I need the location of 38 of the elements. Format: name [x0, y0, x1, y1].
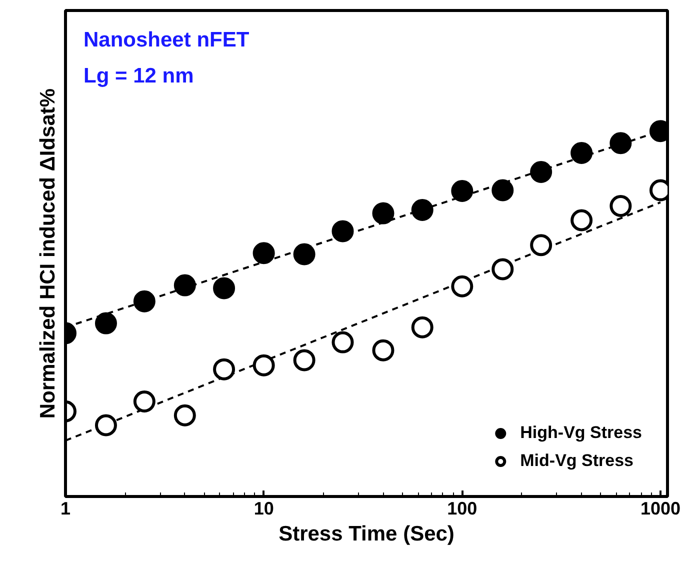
point [610, 195, 632, 217]
point [451, 180, 474, 202]
point [133, 290, 156, 312]
x-tick-label: 10 [254, 498, 274, 518]
point [213, 358, 236, 380]
point [252, 354, 275, 376]
point [530, 161, 552, 183]
point [610, 132, 632, 154]
x-tick-label: 1 [60, 498, 71, 518]
point [530, 234, 552, 256]
point [94, 312, 117, 334]
x-tick-label: 100 [447, 498, 478, 518]
text: Lg = 12 nm [84, 64, 194, 88]
point [411, 316, 434, 338]
point [252, 242, 275, 264]
point [174, 274, 196, 296]
y-axis-title: Normalized HCI induced ΔIdsat% [36, 88, 60, 419]
point [570, 142, 593, 164]
point [174, 404, 196, 426]
x-tick-label: 1000 [640, 498, 680, 518]
point [133, 390, 156, 412]
point [332, 331, 354, 354]
point [492, 179, 514, 202]
point [293, 243, 316, 266]
point [293, 349, 316, 372]
legend-label: High-Vg Stress [520, 423, 642, 443]
point [411, 199, 434, 221]
point [372, 339, 394, 362]
legend-label: Mid-Vg Stress [520, 451, 634, 471]
text: Nanosheet nFET [84, 28, 250, 52]
point [372, 202, 394, 224]
point [94, 414, 117, 436]
point [213, 277, 236, 300]
x-axis-title: Stress Time (Sec) [278, 522, 454, 546]
point [332, 220, 354, 242]
point [570, 209, 593, 232]
point [492, 258, 514, 280]
point [451, 275, 474, 298]
